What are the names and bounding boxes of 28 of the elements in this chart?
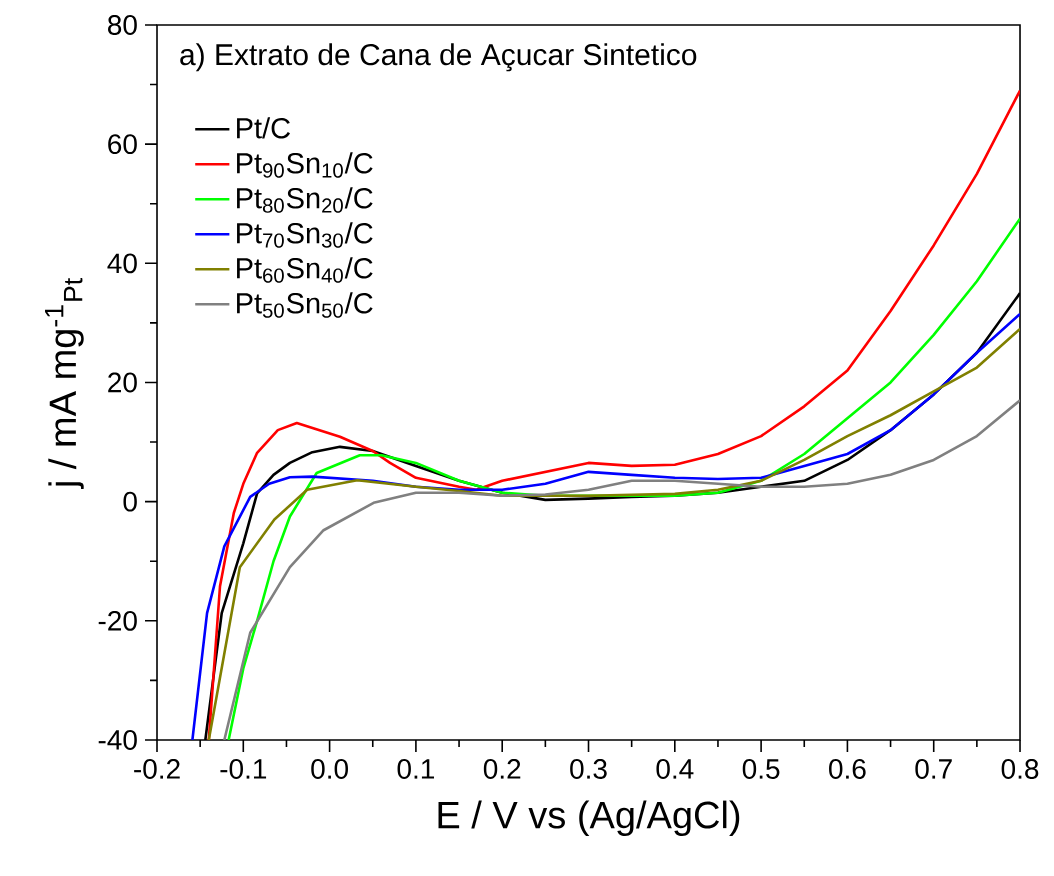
y-axis-title: j / mA mg$^{-1}$Pt — [45, 278, 84, 490]
x-tick-label: 0.8 — [1001, 759, 1039, 779]
x-tick-label: 0.7 — [915, 759, 952, 779]
legend-label: Pt$_{50}$Sn$_{50}$/C — [237, 292, 373, 318]
legend-label: Pt$_{70}$Sn$_{30}$/C — [237, 222, 373, 248]
x-tick-label: 0.6 — [829, 759, 866, 779]
y-tick-label: -40 — [98, 730, 137, 750]
x-tick-label: 0.5 — [742, 759, 780, 779]
x-tick-label: 0.1 — [397, 759, 435, 779]
x-tick-label: 0.2 — [483, 759, 521, 779]
x-tick-label: -0.1 — [220, 759, 267, 779]
legend-label: Pt$_{80}$Sn$_{20}$/C — [237, 187, 373, 213]
y-tick-label: -20 — [98, 610, 137, 631]
line-series — [223, 399, 1021, 740]
legend-label: Pt/C — [237, 117, 290, 139]
x-tick-label: 0.0 — [311, 759, 348, 779]
y-tick-label: 20 — [108, 372, 137, 393]
x-tick-label: 0.4 — [656, 759, 694, 779]
text: a) Extrato de Cana de Açucar Sintetico — [180, 43, 697, 72]
y-tick-label: 80 — [108, 15, 137, 35]
y-tick-label: 40 — [107, 253, 137, 274]
x-tick-label: -0.2 — [134, 759, 180, 779]
legend-label: Pt$_{90}$Sn$_{10}$/C — [237, 152, 373, 178]
y-tick-label: 60 — [108, 134, 137, 155]
y-tick-label: 0 — [123, 491, 137, 512]
legend-label: Pt$_{60}$Sn$_{40}$/C — [237, 257, 373, 283]
x-axis-title: E / V vs (Ag/AgCl) — [438, 800, 740, 837]
x-tick-label: 0.3 — [570, 759, 607, 779]
